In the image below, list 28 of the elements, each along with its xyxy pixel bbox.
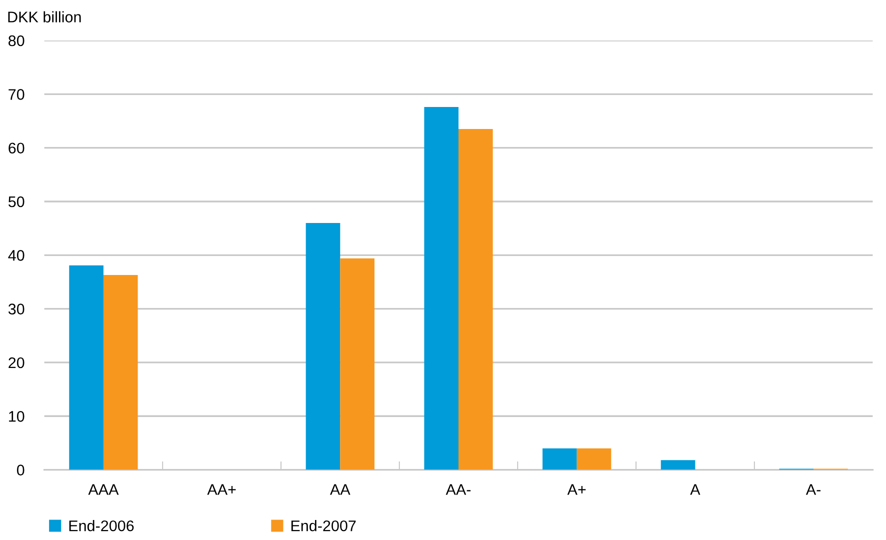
bar xyxy=(69,265,104,470)
x-tick-label: A- xyxy=(806,484,820,495)
y-tick-label: 0 xyxy=(16,464,24,476)
y-tick-label: 20 xyxy=(8,357,24,368)
legend-label: End-2007 xyxy=(291,520,356,532)
x-tick-label: AA- xyxy=(446,484,471,495)
x-tick-label: A+ xyxy=(567,484,586,495)
y-tick-label: 40 xyxy=(8,250,24,261)
y-tick-label: 10 xyxy=(9,411,24,422)
bar xyxy=(660,460,696,470)
x-tick-label: AA+ xyxy=(207,484,236,495)
bar xyxy=(306,222,340,470)
bar xyxy=(576,448,612,470)
y-tick-label: 30 xyxy=(8,304,24,314)
legend-label: End-2006 xyxy=(69,520,134,532)
bar xyxy=(458,129,493,470)
x-tick-label: A xyxy=(690,484,700,495)
y-tick-label: 70 xyxy=(8,89,24,100)
bar xyxy=(340,258,374,470)
x-tick-label: AA xyxy=(330,484,350,495)
y-axis-title: DKK billion xyxy=(8,11,81,22)
x-tick-label: AAA xyxy=(88,484,119,495)
bar xyxy=(542,448,577,470)
bar xyxy=(103,275,138,470)
y-tick-label: 50 xyxy=(8,196,24,208)
bar xyxy=(424,107,459,470)
y-tick-label: 80 xyxy=(8,35,24,46)
y-tick-label: 60 xyxy=(8,142,24,154)
